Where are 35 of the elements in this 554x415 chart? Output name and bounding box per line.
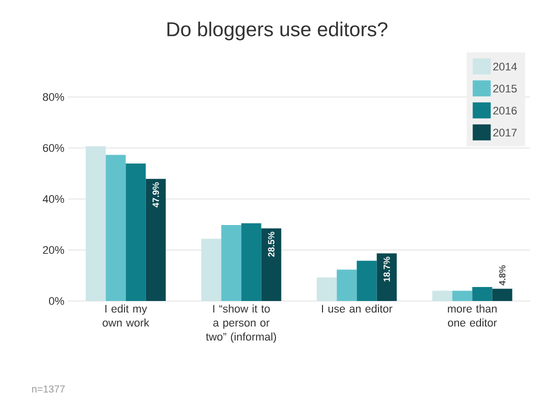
bar <box>336 270 357 301</box>
bar <box>201 238 222 301</box>
bar <box>106 154 126 301</box>
x-tick-label: I edit my own work <box>102 304 150 327</box>
bar <box>316 278 337 301</box>
data-label: 47.9% <box>152 182 159 208</box>
data-label: 4.8% <box>499 265 506 286</box>
legend-label: 2016 <box>493 106 517 115</box>
bar <box>452 290 472 301</box>
x-tick-label: more than one editor <box>448 304 497 327</box>
data-label: 28.5% <box>268 232 274 257</box>
chart-title: Do bloggers use editors? <box>167 22 388 40</box>
bar <box>472 286 492 301</box>
legend-label: 2017 <box>493 128 517 137</box>
bar <box>432 290 452 301</box>
legend-label: 2014 <box>493 62 517 71</box>
bar <box>492 288 512 301</box>
bar <box>261 228 282 301</box>
data-label: 18.7% <box>384 256 390 282</box>
x-tick-label: I “show it to a person or two” (informal) <box>206 304 276 343</box>
y-tick-label: 40% <box>42 195 64 203</box>
y-tick-label: 60% <box>43 144 64 152</box>
y-tick-label: 20% <box>43 246 64 254</box>
bar <box>241 223 262 301</box>
bar <box>221 225 242 301</box>
bar <box>126 164 146 301</box>
text: n=1377 <box>32 385 65 393</box>
x-tick-label: I use an editor <box>322 304 392 313</box>
bar <box>376 253 397 301</box>
legend-label: 2015 <box>493 84 517 93</box>
y-tick-label: 80% <box>42 93 64 101</box>
bar <box>356 260 377 301</box>
bar <box>146 178 166 301</box>
y-tick-label: 0% <box>48 297 64 305</box>
bar <box>86 146 106 301</box>
